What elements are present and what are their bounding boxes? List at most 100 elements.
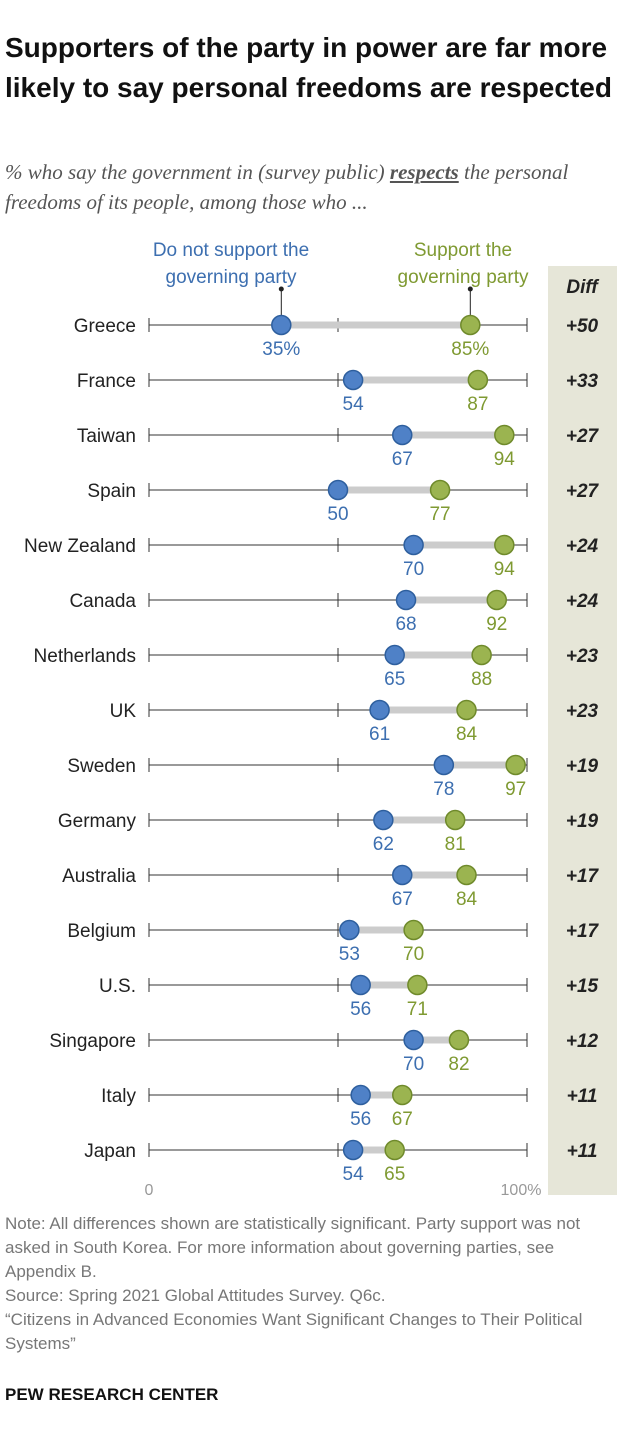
dot-support	[460, 314, 481, 336]
dot-not-support	[392, 424, 413, 446]
value-label-support: 94	[494, 559, 516, 580]
value-label-not-support: 65	[384, 669, 405, 690]
dot-support	[456, 864, 477, 886]
x-tick-label: 0	[145, 1182, 154, 1199]
value-label-support: 70	[403, 944, 424, 965]
value-label-not-support: 56	[350, 999, 371, 1020]
diff-value: +17	[566, 866, 600, 887]
diff-value: +27	[566, 426, 600, 447]
value-label-not-support: 35%	[262, 339, 300, 360]
value-label-not-support: 56	[350, 1109, 371, 1130]
dot-not-support	[342, 1139, 364, 1161]
country-label: Italy	[101, 1086, 136, 1107]
dot-not-support	[271, 314, 292, 336]
legend-leader-dot	[467, 286, 473, 292]
dot-support	[384, 1139, 405, 1161]
diff-value: +19	[566, 811, 599, 832]
chart-notes: Note: All differences shown are statisti…	[5, 1212, 617, 1356]
country-label: France	[77, 371, 136, 392]
value-label-support: 67	[392, 1109, 413, 1130]
dot-support	[403, 919, 424, 941]
diff-value: +11	[567, 1141, 598, 1162]
legend-label-support: Support the	[414, 240, 512, 261]
country-label: Canada	[69, 591, 136, 612]
diff-value: +19	[566, 756, 599, 777]
dot-not-support	[403, 1029, 424, 1051]
dot-not-support	[373, 809, 394, 831]
value-label-support: 65	[384, 1164, 405, 1185]
value-label-not-support: 70	[403, 1054, 424, 1075]
dot-not-support	[350, 1084, 371, 1106]
value-label-not-support: 54	[343, 1164, 365, 1185]
diff-value: +12	[566, 1031, 599, 1052]
value-label-not-support: 61	[369, 724, 390, 745]
country-label: Belgium	[67, 921, 136, 942]
note-text: Note: All differences shown are statisti…	[5, 1214, 581, 1281]
brand-logo-text: PEW RESEARCH CENTER	[5, 1385, 219, 1404]
value-label-not-support: 67	[392, 449, 413, 470]
dot-support	[486, 589, 508, 611]
diff-value: +27	[566, 481, 600, 502]
diff-value: +50	[566, 316, 599, 337]
value-label-support: 84	[456, 724, 478, 745]
value-label-support: 85%	[451, 339, 489, 360]
diff-value: +11	[567, 1086, 598, 1107]
legend-label-support: governing party	[398, 267, 529, 288]
diff-value: +33	[566, 371, 599, 392]
country-label: Germany	[58, 811, 137, 832]
dot-not-support	[395, 589, 417, 611]
dot-support	[494, 424, 515, 446]
dot-not-support	[384, 644, 405, 666]
subtitle-emphasis: respects	[389, 160, 459, 184]
dot-not-support	[350, 974, 371, 996]
diff-value: +24	[566, 591, 599, 612]
value-label-not-support: 78	[433, 779, 454, 800]
dot-not-support	[392, 864, 413, 886]
dot-not-support	[342, 369, 364, 391]
value-label-support: 71	[407, 999, 428, 1020]
value-label-not-support: 68	[395, 614, 416, 635]
dot-range-chart: Diff Do not support the governing party Sup…	[24, 240, 617, 1199]
value-label-support: 97	[505, 779, 526, 800]
legend-label-not-support: Do not support the	[153, 240, 309, 261]
value-label-support: 84	[456, 889, 478, 910]
country-label: Japan	[84, 1141, 136, 1162]
value-label-support: 92	[486, 614, 507, 635]
dot-support	[407, 974, 428, 996]
value-label-support: 77	[429, 504, 450, 525]
dot-not-support	[369, 699, 390, 721]
country-label: Sweden	[67, 756, 136, 777]
value-label-support: 88	[471, 669, 492, 690]
dot-support	[505, 754, 526, 776]
value-label-support: 94	[494, 449, 516, 470]
country-label: Netherlands	[34, 646, 136, 667]
dot-support	[467, 369, 489, 391]
country-label: Taiwan	[77, 426, 136, 447]
report-title-text: “Citizens in Advanced Economies Want Sig…	[5, 1310, 583, 1353]
diff-value: +15	[566, 976, 599, 997]
country-label: UK	[110, 701, 137, 722]
value-label-not-support: 67	[392, 889, 413, 910]
dot-support	[392, 1084, 413, 1106]
dot-not-support	[327, 479, 349, 501]
value-label-not-support: 53	[339, 944, 360, 965]
value-label-not-support: 54	[343, 394, 365, 415]
dot-support	[471, 644, 492, 666]
value-label-support: 81	[445, 834, 466, 855]
subtitle-text-end: the personal freedoms of its people, amo…	[5, 160, 569, 214]
value-label-support: 87	[467, 394, 488, 415]
country-label: Australia	[62, 866, 136, 887]
dot-support	[429, 479, 451, 501]
country-label: New Zealand	[24, 536, 136, 557]
value-label-not-support: 50	[327, 504, 348, 525]
dot-not-support	[433, 754, 455, 776]
chart-title: Supporters of the party in power are far…	[5, 32, 612, 103]
subtitle-text: % who say the government in (survey publ…	[5, 160, 390, 184]
dot-support	[456, 699, 477, 721]
legend-leader-dot	[278, 286, 284, 292]
country-label: Singapore	[49, 1031, 136, 1052]
diff-column-background	[548, 266, 617, 1195]
dot-support	[494, 534, 515, 556]
country-label: Spain	[87, 481, 136, 502]
country-label: Greece	[74, 316, 136, 337]
